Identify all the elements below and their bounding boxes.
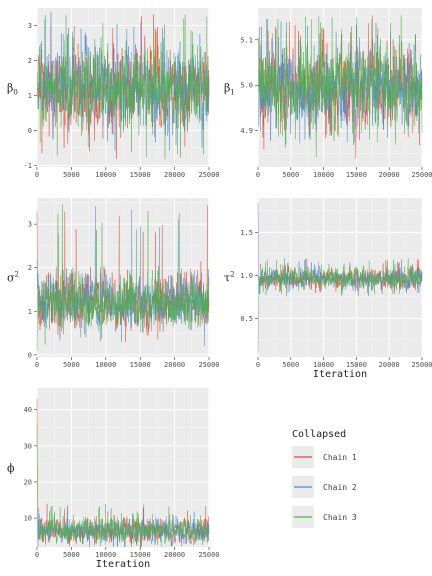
- x-tick-label: 10000: [95, 171, 116, 179]
- x-tick-label: 20000: [164, 171, 185, 179]
- y-tick-label: 1: [28, 92, 32, 100]
- y-axis-label: τ2: [224, 271, 235, 285]
- legend-label-chain-3: Chain 3: [323, 513, 357, 522]
- y-tick-label: 0.5: [240, 315, 253, 323]
- y-tick-label: 0: [28, 351, 32, 359]
- y-axis-label: β1: [224, 82, 235, 97]
- trace-line-chain-2: [37, 11, 210, 151]
- x-tick-label: 15000: [130, 361, 151, 369]
- x-tick-label: 25000: [411, 171, 432, 179]
- y-tick-label: 1.0: [240, 272, 253, 280]
- x-tick-label: 20000: [164, 551, 185, 559]
- x-tick-label: 5000: [63, 361, 80, 369]
- y-tick-label: -1: [24, 162, 32, 170]
- x-tick-label: 25000: [411, 361, 432, 369]
- trace-line-chain-3: [257, 15, 423, 158]
- x-tick-label: 15000: [346, 171, 367, 179]
- x-tick-label: 10000: [95, 551, 116, 559]
- y-tick-label: 30: [24, 442, 32, 450]
- trace-line-chain-3: [37, 14, 210, 160]
- y-tick-label: 5.0: [240, 82, 253, 90]
- x-axis-label: Iteration: [313, 369, 367, 380]
- y-axis-label: ϕ: [7, 462, 15, 475]
- y-axis-label: σ2: [7, 271, 19, 285]
- y-tick-label: 10: [24, 515, 32, 523]
- x-tick-label: 10000: [95, 361, 116, 369]
- trace-panel-4: 0 5000 10000 15000 20000 25000 0.5 1.0 1.5 τ2 Iter…: [224, 198, 432, 380]
- x-tick-label: 0: [256, 171, 260, 179]
- y-tick-label: 1.5: [240, 229, 253, 237]
- x-axis-label: Iteration: [96, 559, 150, 570]
- legend-entry-chain-2: Chain 2: [292, 476, 357, 498]
- trace-panel-3: 0 5000 10000 15000 20000 25000 0 1 2 3 σ2: [7, 198, 220, 369]
- y-tick-label: 2: [28, 57, 32, 65]
- x-tick-label: 5000: [282, 171, 299, 179]
- legend-label-chain-1: Chain 1: [323, 453, 357, 462]
- x-tick-label: 15000: [130, 551, 151, 559]
- x-tick-label: 0: [256, 361, 260, 369]
- y-tick-label: 40: [24, 406, 32, 414]
- x-tick-label: 15000: [346, 361, 367, 369]
- y-tick-label: 5.1: [240, 36, 253, 44]
- x-tick-label: 0: [35, 551, 39, 559]
- x-tick-label: 5000: [282, 361, 299, 369]
- x-tick-label: 20000: [164, 361, 185, 369]
- x-tick-label: 0: [35, 171, 39, 179]
- y-axis-label: β0: [7, 82, 18, 97]
- trace-line-chain-2: [36, 206, 210, 347]
- x-tick-label: 25000: [198, 171, 219, 179]
- x-tick-label: 25000: [198, 361, 219, 369]
- y-tick-label: 1: [28, 308, 32, 316]
- trace-line-chain-2: [257, 19, 423, 144]
- legend: Collapsed Chain 1 Chain 2 Chain 3: [292, 429, 357, 528]
- y-tick-label: 0: [28, 127, 32, 135]
- y-tick-label: 20: [24, 478, 32, 486]
- trace-line-chain-3: [257, 258, 423, 353]
- x-tick-label: 10000: [313, 361, 334, 369]
- y-tick-label: 2: [28, 264, 32, 272]
- y-tick-label: 4.9: [240, 127, 253, 135]
- legend-label-chain-2: Chain 2: [323, 483, 357, 492]
- legend-entry-chain-1: Chain 1: [292, 446, 357, 468]
- trace-line-chain-3: [36, 204, 210, 351]
- y-tick-label: 3: [28, 22, 32, 30]
- x-tick-label: 25000: [198, 551, 219, 559]
- x-tick-label: 20000: [379, 171, 400, 179]
- trace-panel-2: 0 5000 10000 15000 20000 25000 4.9 5.0 5.1 β1: [224, 8, 432, 179]
- x-tick-label: 0: [35, 361, 39, 369]
- x-tick-label: 10000: [313, 171, 334, 179]
- x-tick-label: 20000: [379, 361, 400, 369]
- x-tick-label: 5000: [63, 551, 80, 559]
- trace-line-chain-3: [36, 424, 210, 548]
- legend-title: Collapsed: [292, 429, 346, 440]
- y-tick-label: 3: [28, 221, 32, 229]
- x-tick-label: 15000: [130, 171, 151, 179]
- trace-panel-5: 0 5000 10000 15000 20000 25000 10 20 30 40 ϕ Iterat…: [7, 388, 220, 570]
- x-tick-label: 5000: [63, 171, 80, 179]
- legend-entry-chain-3: Chain 3: [292, 506, 357, 528]
